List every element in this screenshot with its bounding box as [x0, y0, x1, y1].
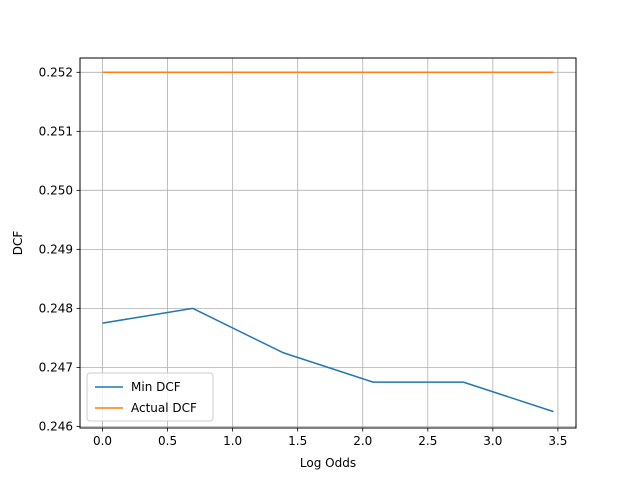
y-tick-label: 0.248 — [39, 301, 73, 315]
series-lines — [102, 71, 554, 413]
legend-box — [86, 372, 214, 422]
y-tick-label: 0.252 — [39, 65, 73, 79]
legend-label: Min DCF — [131, 380, 181, 394]
x-tick-label: 2.5 — [418, 434, 437, 448]
y-tick-label: 0.250 — [39, 183, 73, 197]
legend: Min DCF Actual DCF — [86, 372, 214, 422]
x-tick-label: 3.0 — [483, 434, 502, 448]
y-axis-ticks: 0.246 0.247 0.248 0.249 0.250 0.251 0.252 — [39, 65, 80, 433]
x-tick-label: 1.5 — [288, 434, 307, 448]
series-line-min-dcf — [102, 307, 554, 413]
y-tick-label: 0.247 — [39, 360, 73, 374]
x-tick-label: 2.0 — [353, 434, 372, 448]
x-tick-label: 3.5 — [548, 434, 567, 448]
legend-label: Actual DCF — [131, 401, 197, 415]
plot-frame — [79, 57, 577, 429]
x-tick-label: 1.0 — [223, 434, 242, 448]
y-tick-label: 0.251 — [39, 124, 73, 138]
x-tick-label: 0.5 — [158, 434, 177, 448]
y-tick-label: 0.246 — [39, 419, 73, 433]
y-axis-label: DCF — [11, 231, 25, 256]
y-tick-label: 0.249 — [39, 242, 73, 256]
x-axis-label: Log Odds — [300, 456, 356, 470]
x-tick-label: 0.0 — [93, 434, 112, 448]
x-axis-ticks: 0.0 0.5 1.0 1.5 2.0 2.5 3.0 3.5 — [93, 428, 567, 448]
